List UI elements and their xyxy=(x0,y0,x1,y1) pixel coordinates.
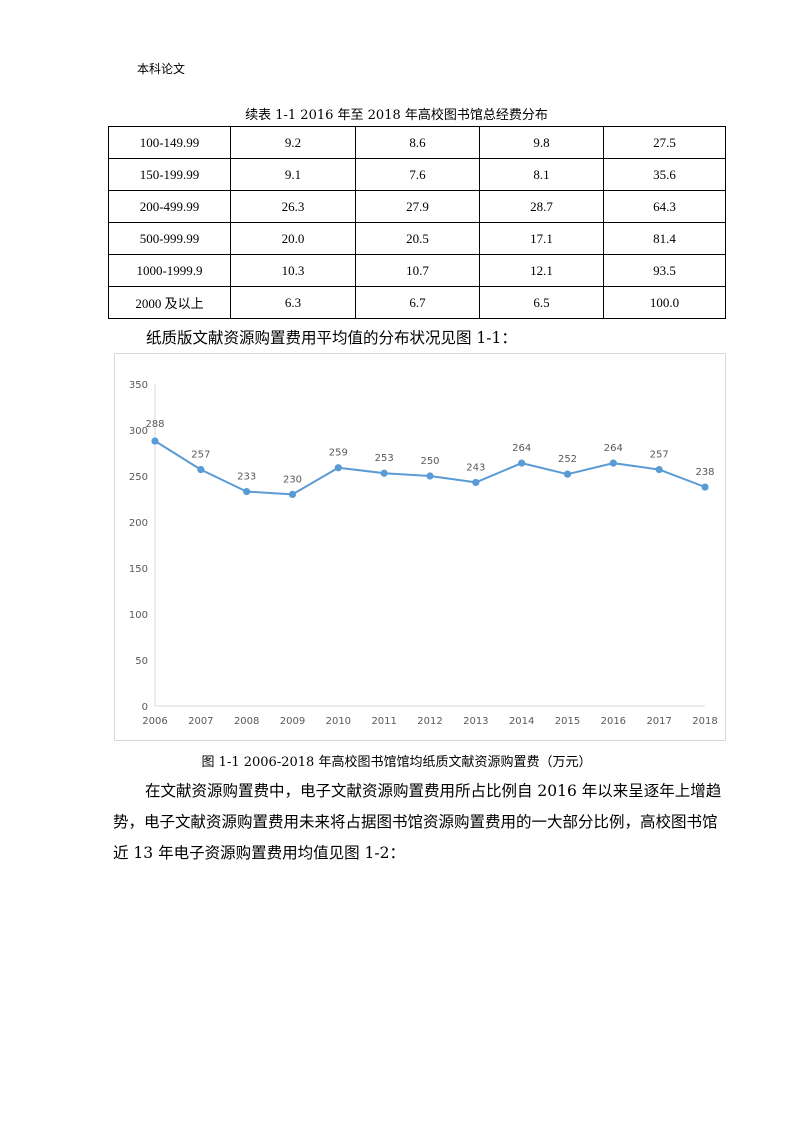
table-cell: 8.1 xyxy=(479,158,604,191)
table-cell: 35.6 xyxy=(603,158,726,191)
data-point xyxy=(288,490,297,498)
table-cell: 6.5 xyxy=(479,286,604,319)
data-label: 288 xyxy=(145,419,164,430)
data-point xyxy=(472,478,480,487)
table-cell: 9.8 xyxy=(479,126,604,159)
data-label: 253 xyxy=(375,453,394,464)
data-label: 259 xyxy=(329,448,348,459)
table-cell: 20.5 xyxy=(355,222,480,255)
x-tick-label: 2014 xyxy=(509,716,534,727)
table-cell: 500-999.99 xyxy=(108,222,231,255)
table-cell: 81.4 xyxy=(603,222,726,255)
x-tick-label: 2006 xyxy=(142,716,167,727)
table-cell: 100.0 xyxy=(603,286,726,319)
data-label: 264 xyxy=(604,443,623,454)
table-cell: 17.1 xyxy=(479,222,604,255)
table-row: 150-199.99 9.1 7.6 8.1 35.6 xyxy=(108,158,726,191)
data-label: 252 xyxy=(558,454,577,465)
funding-distribution-table: 100-149.99 9.2 8.6 9.8 27.5 150-199.99 9.1 7.6 8… xyxy=(108,126,726,319)
table-cell: 6.3 xyxy=(230,286,356,319)
data-point xyxy=(701,483,709,491)
table-cell: 28.7 xyxy=(479,190,604,223)
x-tick-label: 2015 xyxy=(555,716,580,727)
table-cell: 27.9 xyxy=(355,190,480,223)
x-tick-label: 2018 xyxy=(692,716,717,727)
y-tick-label: 0 xyxy=(142,702,148,713)
x-tick-label: 2011 xyxy=(371,716,396,727)
table-cell: 93.5 xyxy=(603,254,726,287)
data-label: 238 xyxy=(695,467,714,478)
table-cell: 7.6 xyxy=(355,158,480,191)
data-label: 264 xyxy=(512,443,531,454)
table-cell: 9.1 xyxy=(230,158,356,191)
page-header: 本科论文 xyxy=(137,62,186,76)
x-tick-label: 2010 xyxy=(326,716,351,727)
data-point xyxy=(151,437,159,445)
data-point xyxy=(197,465,205,474)
data-label: 257 xyxy=(191,450,210,461)
x-tick-label: 2016 xyxy=(601,716,626,727)
x-tick-label: 2012 xyxy=(417,716,442,727)
table-cell: 10.3 xyxy=(230,254,356,287)
data-label: 250 xyxy=(420,456,439,467)
table-cell: 27.5 xyxy=(603,126,726,159)
x-tick-label: 2013 xyxy=(463,716,488,727)
data-label: 230 xyxy=(283,474,302,485)
figure-caption: 图 1-1 2006-2018 年高校图书馆馆均纸质文献资源购置费（万元） xyxy=(201,755,592,770)
table-cell: 12.1 xyxy=(479,254,604,287)
paragraph-text: 在文献资源购置费中，电子文献资源购置费用所占比例自 2016 年以来呈逐年上增趋… xyxy=(113,782,722,862)
table-row: 2000 及以上 6.3 6.7 6.5 100.0 xyxy=(108,286,726,319)
table-row: 100-149.99 9.2 8.6 9.8 27.5 xyxy=(108,126,726,159)
data-point xyxy=(334,464,342,472)
paragraph-electronic-resources: 在文献资源购置费中，电子文献资源购置费用所占比例自 2016 年以来呈逐年上增趋… xyxy=(113,776,723,869)
table-cell: 20.0 xyxy=(230,222,356,255)
y-tick-label: 100 xyxy=(129,610,148,621)
data-label: 257 xyxy=(650,450,669,461)
table-cell: 100-149.99 xyxy=(108,126,231,159)
table-caption: 续表 1-1 2016 年至 2018 年高校图书馆总经费分布 xyxy=(245,108,548,123)
table-row: 200-499.99 26.3 27.9 28.7 64.3 xyxy=(108,190,726,223)
y-tick-label: 300 xyxy=(129,426,148,437)
data-point xyxy=(609,459,617,467)
data-label: 233 xyxy=(237,472,256,483)
line-chart: 0 50 100 150 200 250 300 350 2006 2007 2008 2009 201… xyxy=(129,380,718,727)
x-tick-label: 2007 xyxy=(188,716,213,727)
paragraph-figure-reference: 纸质版文献资源购置费用平均值的分布状况见图 1-1： xyxy=(146,329,517,347)
y-tick-label: 200 xyxy=(129,518,148,529)
y-tick-label: 150 xyxy=(129,564,148,575)
x-tick-label: 2008 xyxy=(234,716,259,727)
x-tick-label: 2017 xyxy=(646,716,671,727)
table-cell: 2000 及以上 xyxy=(108,286,231,319)
data-label: 243 xyxy=(466,462,485,473)
table-cell: 8.6 xyxy=(355,126,480,159)
y-tick-label: 50 xyxy=(135,656,148,667)
data-point xyxy=(655,465,663,474)
table-cell: 1000-1999.9 xyxy=(108,254,231,287)
table-row: 500-999.99 20.0 20.5 17.1 81.4 xyxy=(108,222,726,255)
data-point xyxy=(518,459,526,467)
table-cell: 200-499.99 xyxy=(108,190,231,223)
x-tick-label: 2009 xyxy=(280,716,305,727)
table-cell: 10.7 xyxy=(355,254,480,287)
line-chart-container: 0 50 100 150 200 250 300 350 2006 2007 2008 2009 201… xyxy=(114,353,726,741)
table-row: 1000-1999.9 10.3 10.7 12.1 93.5 xyxy=(108,254,726,287)
table-cell: 150-199.99 xyxy=(108,158,231,191)
data-point xyxy=(380,469,388,477)
table-cell: 26.3 xyxy=(230,190,356,223)
data-point xyxy=(426,472,434,480)
data-point xyxy=(243,488,251,496)
data-point xyxy=(563,470,572,478)
y-tick-label: 250 xyxy=(129,472,148,483)
table-cell: 6.7 xyxy=(355,286,480,319)
y-tick-label: 350 xyxy=(129,380,148,391)
table-cell: 64.3 xyxy=(603,190,726,223)
table-cell: 9.2 xyxy=(230,126,356,159)
